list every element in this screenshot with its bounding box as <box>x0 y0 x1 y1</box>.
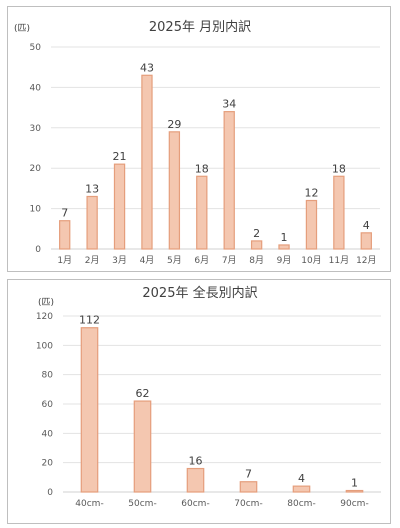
y-tick-label: 0 <box>35 245 41 255</box>
y-tick-label: 40 <box>42 429 54 439</box>
data-label: 1 <box>351 477 358 490</box>
bar <box>305 199 318 250</box>
data-label: 18 <box>195 162 209 175</box>
data-label: 7 <box>61 207 68 220</box>
x-tick-label: 7月 <box>222 255 237 266</box>
bar <box>360 232 372 250</box>
y-tick-label: 20 <box>30 164 42 174</box>
y-tick-label: 50 <box>30 43 42 53</box>
x-tick-label: 3月 <box>112 255 127 266</box>
chart-title: 2025年 月別内訳 <box>149 19 251 35</box>
y-tick-label: 100 <box>36 341 53 351</box>
x-tick-label: 5月 <box>167 255 182 266</box>
data-label: 2 <box>253 227 260 240</box>
data-label: 7 <box>245 468 252 481</box>
bar <box>59 220 71 250</box>
x-tick-label: 1月 <box>57 255 72 266</box>
x-tick-label: 12月 <box>356 255 376 266</box>
bar <box>333 175 345 250</box>
x-tick-label: 6月 <box>194 255 209 266</box>
data-label: 4 <box>363 219 370 232</box>
data-label: 34 <box>222 98 236 111</box>
x-tick-label: 70cm- <box>234 499 262 509</box>
data-label: 112 <box>79 314 100 327</box>
length-bar-chart: 2025年 全長別内訳 (匹) 0 20 40 60 80 100 120 112 40cm- 6… <box>36 285 381 509</box>
x-tick-label: 90cm- <box>340 499 368 509</box>
data-label: 29 <box>167 118 181 131</box>
x-tick-label: 11月 <box>329 255 349 266</box>
bar <box>113 163 126 250</box>
bar <box>80 327 99 493</box>
bar <box>141 74 153 250</box>
y-tick-label: 120 <box>36 312 53 322</box>
bar <box>250 240 263 250</box>
bar <box>86 195 98 250</box>
length-chart-panel: 2025年 全長別内訳 (匹) 0 20 40 60 80 100 120 112 40cm- 6… <box>7 279 391 524</box>
bar <box>292 485 311 493</box>
monthly-bar-chart: 2025年 月別内訳 (匹) 0102030405071月132月213月434… <box>14 19 380 266</box>
bar <box>133 400 152 493</box>
data-label: 16 <box>189 455 203 468</box>
x-tick-label: 4月 <box>140 255 155 266</box>
data-label: 13 <box>85 182 99 195</box>
y-tick-label: 0 <box>47 488 53 498</box>
y-tick-label: 20 <box>42 459 54 469</box>
x-tick-label: 40cm- <box>75 499 103 509</box>
data-label: 62 <box>136 387 150 400</box>
x-tick-label: 10月 <box>301 255 321 266</box>
y-tick-label: 10 <box>30 205 42 215</box>
x-tick-label: 80cm- <box>287 499 315 509</box>
x-tick-label: 60cm- <box>181 499 209 509</box>
bar <box>186 467 205 493</box>
bar <box>223 111 235 250</box>
y-tick-label: 40 <box>30 83 42 93</box>
bar <box>196 175 208 250</box>
x-tick-label: 2月 <box>85 255 100 266</box>
bar <box>239 481 258 493</box>
bar <box>278 244 290 250</box>
x-tick-label: 50cm- <box>128 499 156 509</box>
y-tick-label: 60 <box>42 400 54 410</box>
bar <box>345 489 364 493</box>
data-label: 1 <box>281 231 288 244</box>
data-label: 43 <box>140 61 154 74</box>
y-unit-label: (匹) <box>38 297 54 308</box>
y-unit-label: (匹) <box>14 23 30 34</box>
y-tick-label: 80 <box>42 371 54 381</box>
x-tick-label: 9月 <box>277 255 292 266</box>
data-label: 4 <box>298 472 305 485</box>
data-label: 21 <box>113 150 127 163</box>
data-label: 18 <box>332 162 346 175</box>
data-label: 12 <box>304 187 318 200</box>
chart-title: 2025年 全長別内訳 <box>142 285 257 301</box>
x-tick-label: 8月 <box>249 255 264 266</box>
monthly-chart-panel: 2025年 月別内訳 (匹) 0 10 20 30 40 50 7 1月 13 2月 21 3月 43 4… <box>7 6 391 272</box>
bar <box>168 131 181 250</box>
y-tick-label: 30 <box>30 124 42 134</box>
